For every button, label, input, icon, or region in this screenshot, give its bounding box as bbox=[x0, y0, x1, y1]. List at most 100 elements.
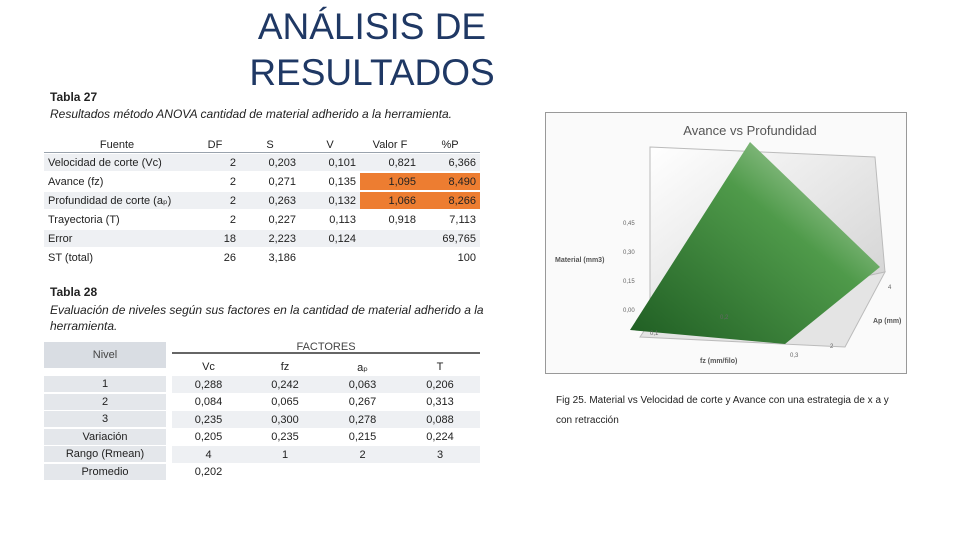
table-cell: 0,271 bbox=[240, 173, 300, 191]
table-cell: 8,266 bbox=[420, 192, 480, 210]
header-cell: DF bbox=[190, 137, 240, 153]
table-cell: 2 bbox=[190, 211, 240, 229]
x-label: fz (mm/filo) bbox=[700, 358, 737, 365]
slide-title: ANÁLISIS DE RESULTADOS bbox=[200, 4, 544, 96]
figure-tick: 0,00 bbox=[623, 308, 635, 314]
figure-tick: 0,3 bbox=[790, 353, 799, 359]
table-cell: 0,124 bbox=[300, 230, 360, 248]
table-cell: 3,186 bbox=[240, 249, 300, 267]
row-label: Promedio bbox=[44, 463, 166, 481]
figure-tick: 4 bbox=[888, 285, 892, 291]
table-cell: 2 bbox=[190, 192, 240, 210]
table-cell: 0,113 bbox=[300, 211, 360, 229]
z-label: Material (mm3) bbox=[555, 257, 604, 264]
header-cell: Vc bbox=[202, 361, 215, 373]
table-cell: 0,227 bbox=[240, 211, 300, 229]
table-cell: 0,063 bbox=[325, 376, 400, 393]
figure-tick: 2 bbox=[830, 344, 834, 350]
table-cell: 0,267 bbox=[325, 393, 400, 411]
header-cell: Valor F bbox=[360, 137, 420, 153]
table-cell: 2 bbox=[190, 154, 240, 172]
header-cell: S bbox=[240, 137, 300, 153]
table-cell: 69,765 bbox=[420, 230, 480, 248]
table-cell: 0,088 bbox=[400, 411, 480, 428]
table-cell: 18 bbox=[190, 230, 240, 248]
table-cell: 0,263 bbox=[240, 192, 300, 210]
header-cell: aₚ bbox=[357, 361, 368, 374]
table-cell: 0,132 bbox=[300, 192, 360, 210]
table-cell: 3 bbox=[400, 446, 480, 463]
table-cell: 0,084 bbox=[172, 393, 245, 411]
table-cell: Trayectoria (T) bbox=[44, 211, 190, 229]
table-cell: 0,313 bbox=[400, 393, 480, 411]
table-cell: 7,113 bbox=[420, 211, 480, 229]
row-label: Variación bbox=[44, 428, 166, 446]
table-caption: Resultados método ANOVA cantidad de mate… bbox=[50, 107, 453, 121]
y-label: Ap (mm) bbox=[873, 318, 901, 325]
title-line: ANÁLISIS DE bbox=[257, 6, 487, 47]
table-cell: 8,490 bbox=[420, 173, 480, 191]
table-cell: 0,205 bbox=[172, 428, 245, 446]
table-cell: Avance (fz) bbox=[44, 173, 190, 191]
table-cell bbox=[325, 463, 400, 481]
table-cell: 0,821 bbox=[360, 154, 420, 172]
header-cell: Fuente bbox=[44, 137, 190, 153]
header-cell: Nivel bbox=[44, 342, 166, 368]
table-cell: Error bbox=[44, 230, 190, 248]
table-label: Tabla 27 bbox=[50, 90, 98, 104]
figure-tick: 0,2 bbox=[720, 315, 729, 321]
table-cell: 0,202 bbox=[172, 463, 245, 481]
figure-tick: 0,15 bbox=[623, 279, 635, 285]
table-cell bbox=[245, 463, 325, 481]
table-cell: 0,918 bbox=[360, 211, 420, 229]
table-cell bbox=[360, 249, 420, 267]
table-cell: 0,206 bbox=[400, 376, 480, 393]
figure-tick: 0,1 bbox=[650, 331, 659, 337]
table-cell: 1 bbox=[245, 446, 325, 463]
figure-title: Avance vs Profundidad bbox=[683, 123, 816, 138]
header-cell: %P bbox=[420, 137, 480, 153]
table-cell: 0,278 bbox=[325, 411, 400, 428]
table-cell bbox=[400, 463, 480, 481]
table-cell: 0,242 bbox=[245, 376, 325, 393]
row-label: Rango (Rmean) bbox=[44, 446, 166, 463]
row-label: 2 bbox=[44, 393, 166, 411]
table-caption: Evaluación de niveles según sus factores… bbox=[50, 303, 484, 333]
table-cell bbox=[300, 249, 360, 267]
row-label: 3 bbox=[44, 411, 166, 428]
table-cell: ST (total) bbox=[44, 249, 190, 267]
row-label: 1 bbox=[44, 376, 166, 393]
table-cell: 6,366 bbox=[420, 154, 480, 172]
group-header: FACTORES bbox=[172, 342, 480, 354]
table-cell: 100 bbox=[420, 249, 480, 267]
table-cell bbox=[360, 230, 420, 248]
header-cell: V bbox=[300, 137, 360, 153]
table-cell: Velocidad de corte (Vc) bbox=[44, 154, 190, 172]
table-cell: 1,095 bbox=[360, 173, 420, 191]
figure-tick: 0,30 bbox=[623, 250, 635, 256]
table-cell: 2 bbox=[190, 173, 240, 191]
figure-caption: Fig 25. Material vs Velocidad de corte y… bbox=[556, 395, 889, 426]
table-cell: 0,101 bbox=[300, 154, 360, 172]
table-cell: 2,223 bbox=[240, 230, 300, 248]
figure: Avance vs Profundidad Material (mm3) fz … bbox=[545, 112, 907, 374]
table-cell: 0,065 bbox=[245, 393, 325, 411]
table-cell: 0,235 bbox=[172, 411, 245, 428]
surface bbox=[630, 142, 880, 344]
table-cell: 0,224 bbox=[400, 428, 480, 446]
header-cell: fz bbox=[280, 361, 290, 373]
table-cell: 0,135 bbox=[300, 173, 360, 191]
table-cell: Profundidad de corte (aₚ) bbox=[44, 192, 190, 210]
table-cell: 2 bbox=[325, 446, 400, 463]
table-label: Tabla 28 bbox=[50, 285, 98, 299]
table-cell: 0,288 bbox=[172, 376, 245, 393]
title-line: RESULTADOS bbox=[249, 52, 495, 93]
header-cell: T bbox=[436, 361, 444, 373]
table-cell: 4 bbox=[172, 446, 245, 463]
figure-tick: 0,45 bbox=[623, 221, 635, 227]
table-cell: 0,235 bbox=[245, 428, 325, 446]
table-cell: 0,300 bbox=[245, 411, 325, 428]
table-cell: 26 bbox=[190, 249, 240, 267]
table-cell: 1,066 bbox=[360, 192, 420, 210]
